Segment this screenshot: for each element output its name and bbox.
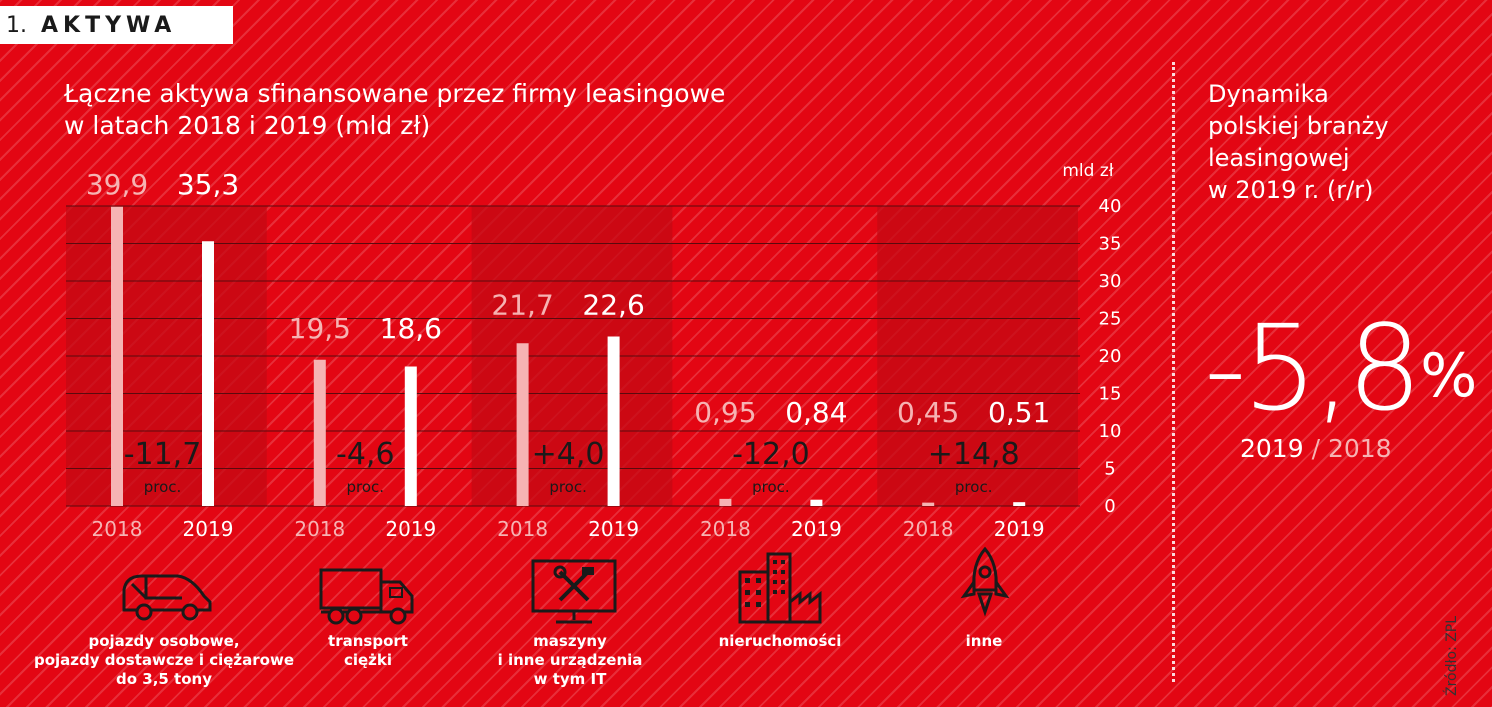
chart-title-line-2: w latach 2018 i 2019 (mld zł): [64, 111, 431, 140]
change-unit: proc.: [144, 478, 182, 496]
change-unit: proc.: [347, 478, 385, 496]
year-separator: /: [1303, 434, 1328, 463]
y-tick-label: 10: [1099, 421, 1122, 442]
y-tick-label: 20: [1099, 346, 1122, 367]
data-label-2019: 0,84: [785, 396, 847, 429]
sidebar-title-line: Dynamika: [1208, 80, 1329, 108]
y-tick-label: 5: [1104, 459, 1115, 480]
car-icon: [122, 574, 212, 621]
data-label-2018: 0,95: [694, 396, 756, 429]
category-label: nieruchomości: [718, 632, 842, 650]
data-label-2019: 0,51: [988, 396, 1050, 429]
tools-monitor-icon: [531, 559, 617, 624]
sidebar-title-line: polskiej branży: [1208, 112, 1389, 140]
bar-2019: [810, 499, 823, 506]
x-year-label-2019: 2019: [183, 517, 234, 541]
chart-title: Łączne aktywa sfinansowane przez firmy l…: [64, 78, 744, 142]
y-tick-label: 35: [1099, 234, 1122, 255]
section-number: 1.: [6, 12, 27, 38]
bar-2019: [404, 366, 417, 506]
rocket-icon: [960, 546, 1010, 617]
source-note: Źródło: ZPL: [1444, 615, 1460, 696]
bar-2019: [1013, 502, 1026, 506]
section-name: AKTYWA: [41, 12, 177, 38]
bar-2018: [922, 502, 935, 506]
data-label-2018: 21,7: [491, 289, 553, 322]
buildings-icon: [738, 552, 822, 624]
x-year-label-2018: 2018: [700, 517, 751, 541]
category-label: transport ciężki: [328, 632, 408, 669]
data-label-2018: 39,9: [86, 168, 148, 201]
year-previous: 2018: [1327, 434, 1392, 463]
x-year-label-2018: 2018: [294, 517, 345, 541]
change-unit: proc.: [549, 478, 587, 496]
comparison-years: 2019 / 2018: [1240, 434, 1392, 463]
truck-icon: [319, 568, 414, 625]
sidebar-title-line: leasingowej: [1208, 144, 1350, 172]
change-unit: proc.: [752, 478, 790, 496]
x-year-label-2018: 2018: [903, 517, 954, 541]
data-label-2019: 22,6: [582, 289, 644, 322]
bar-2019: [607, 336, 620, 506]
y-tick-label: 25: [1099, 309, 1122, 330]
x-year-label-2019: 2019: [791, 517, 842, 541]
category-label: pojazdy osobowe, pojazdy dostawcze i cię…: [33, 632, 295, 688]
sidebar-title: Dynamika polskiej branży leasingowej w 2…: [1208, 78, 1478, 206]
change-value: -12,0: [732, 437, 810, 472]
data-label-2019: 35,3: [177, 168, 239, 201]
bar-2018: [313, 359, 326, 506]
dotted-divider: [1172, 62, 1175, 682]
change-unit: proc.: [955, 478, 993, 496]
bar-2018: [111, 206, 123, 506]
change-value: +4,0: [532, 437, 605, 472]
change-value: -11,7: [124, 437, 202, 472]
change-value: -4,6: [336, 437, 395, 472]
year-current: 2019: [1240, 434, 1304, 463]
bar-2019: [202, 241, 214, 506]
y-tick-label: 0: [1104, 496, 1115, 517]
x-year-label-2019: 2019: [588, 517, 639, 541]
x-year-label-2018: 2018: [497, 517, 548, 541]
category-label: maszyny i inne urządzenia w tym IT: [497, 632, 643, 688]
category-label: inne: [965, 632, 1003, 650]
y-axis-unit-label: mld zł: [1062, 161, 1113, 181]
x-year-label-2019: 2019: [994, 517, 1045, 541]
growth-percent-sign: %: [1420, 341, 1478, 411]
y-tick-label: 15: [1099, 384, 1122, 405]
data-label-2018: 0,45: [897, 396, 959, 429]
section-tag: 1. AKTYWA: [0, 6, 233, 44]
y-tick-label: 30: [1099, 271, 1122, 292]
growth-number: -5,8: [1204, 299, 1422, 437]
x-year-label-2018: 2018: [92, 517, 143, 541]
bar-2018: [516, 343, 529, 506]
data-label-2018: 19,5: [289, 312, 351, 345]
bar-2018: [719, 498, 732, 506]
data-label-2019: 18,6: [380, 312, 442, 345]
growth-value: -5,8 %: [1204, 298, 1484, 428]
y-tick-label: 40: [1099, 196, 1122, 217]
change-value: +14,8: [928, 437, 1020, 472]
x-year-label-2019: 2019: [385, 517, 436, 541]
sidebar-title-line: w 2019 r. (r/r): [1208, 176, 1374, 204]
chart-title-line-1: Łączne aktywa sfinansowane przez firmy l…: [64, 79, 726, 108]
bar-chart: 0 5 10 15 20 25 30 35 40 mld zł 39,9 35,3 -11,7 proc.…: [66, 161, 1122, 541]
